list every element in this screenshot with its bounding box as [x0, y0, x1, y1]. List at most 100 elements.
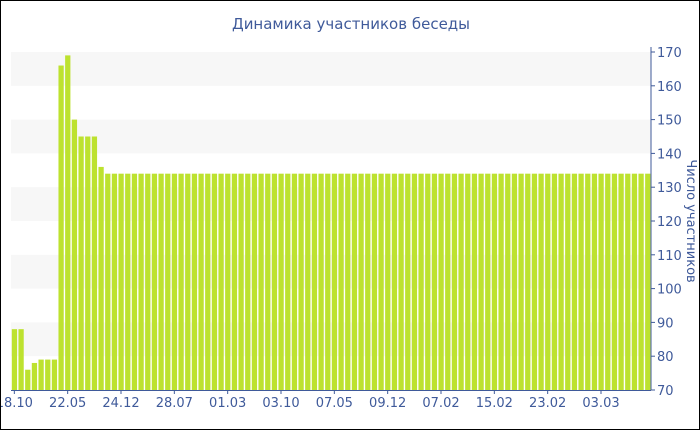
- bar: [565, 173, 571, 390]
- bar: [45, 359, 51, 390]
- bar: [485, 173, 491, 390]
- bar: [545, 173, 551, 390]
- bar: [305, 173, 311, 390]
- bar: [251, 173, 258, 390]
- bar: [578, 173, 584, 390]
- bar: [78, 136, 84, 390]
- bar: [525, 173, 531, 390]
- x-tick-label: 07.02: [422, 396, 459, 411]
- x-tick-label: 07.05: [316, 396, 353, 411]
- bar: [218, 173, 224, 390]
- bar: [358, 173, 364, 390]
- bar: [451, 173, 458, 390]
- bar: [231, 173, 238, 390]
- bar: [398, 173, 404, 390]
- bar: [145, 173, 151, 390]
- bar: [325, 173, 331, 390]
- bar: [438, 173, 444, 390]
- bar: [411, 173, 418, 390]
- x-tick-label: 03.10: [262, 396, 299, 411]
- bar: [391, 173, 398, 390]
- bar: [51, 359, 58, 390]
- bar: [191, 173, 198, 390]
- y-tick-label: 130: [657, 181, 682, 196]
- bar: [85, 136, 91, 390]
- bar: [471, 173, 478, 390]
- bar: [98, 166, 104, 390]
- bar: [278, 173, 284, 390]
- bar: [238, 173, 244, 390]
- y-tick-label: 70: [657, 384, 674, 399]
- bar: [458, 173, 464, 390]
- bar: [11, 329, 18, 390]
- y-tick-label: 170: [657, 46, 682, 61]
- bar: [185, 173, 191, 390]
- bar: [105, 173, 111, 390]
- bar: [558, 173, 564, 390]
- x-tick-label: 09.12: [369, 396, 406, 411]
- bar: [445, 173, 451, 390]
- bar: [518, 173, 524, 390]
- bar: [531, 173, 538, 390]
- bar: [331, 173, 338, 390]
- bar: [591, 173, 598, 390]
- bar: [91, 136, 98, 390]
- bar: [585, 173, 591, 390]
- bar: [405, 173, 411, 390]
- bar: [18, 329, 24, 390]
- bar: [31, 362, 38, 390]
- bar: [491, 173, 498, 390]
- y-tick-label: 100: [657, 283, 682, 298]
- bar: [38, 359, 44, 390]
- y-tick-label: 120: [657, 215, 682, 230]
- grid-band: [11, 119, 651, 154]
- bar: [645, 173, 651, 390]
- bar: [598, 173, 604, 390]
- bar: [258, 173, 264, 390]
- bar: [245, 173, 251, 390]
- bar: [505, 173, 511, 390]
- bar: [338, 173, 344, 390]
- bar: [211, 173, 218, 390]
- bar: [25, 369, 31, 390]
- x-tick-label: 18.10: [1, 396, 33, 411]
- y-tick-label: 140: [657, 147, 682, 162]
- bar: [498, 173, 504, 390]
- bar: [298, 173, 304, 390]
- bar: [378, 173, 384, 390]
- grid-band: [11, 187, 651, 221]
- bar: [285, 173, 291, 390]
- bar: [225, 173, 231, 390]
- bar: [478, 173, 484, 390]
- bar: [611, 173, 618, 390]
- bar: [365, 173, 371, 390]
- bar: [371, 173, 378, 390]
- y-tick-label: 160: [657, 80, 682, 95]
- bar: [118, 173, 124, 390]
- bar: [71, 119, 78, 390]
- bar: [385, 173, 391, 390]
- bar: [618, 173, 624, 390]
- bar: [65, 55, 71, 390]
- bar: [425, 173, 431, 390]
- bar: [271, 173, 278, 390]
- y-tick-label: 80: [657, 350, 674, 365]
- grid-band: [11, 254, 651, 289]
- bar: [291, 173, 298, 390]
- bar: [551, 173, 558, 390]
- y-tick-label: 110: [657, 249, 682, 264]
- bar: [151, 173, 158, 390]
- bar: [638, 173, 644, 390]
- y-tick-label: 90: [657, 316, 674, 331]
- bar: [178, 173, 184, 390]
- bar: [205, 173, 211, 390]
- x-tick-label: 23.02: [529, 396, 566, 411]
- bar: [625, 173, 631, 390]
- bar: [111, 173, 118, 390]
- bar: [125, 173, 131, 390]
- grid-band: [11, 322, 651, 357]
- bar: [165, 173, 171, 390]
- bar: [171, 173, 178, 390]
- bar: [265, 173, 271, 390]
